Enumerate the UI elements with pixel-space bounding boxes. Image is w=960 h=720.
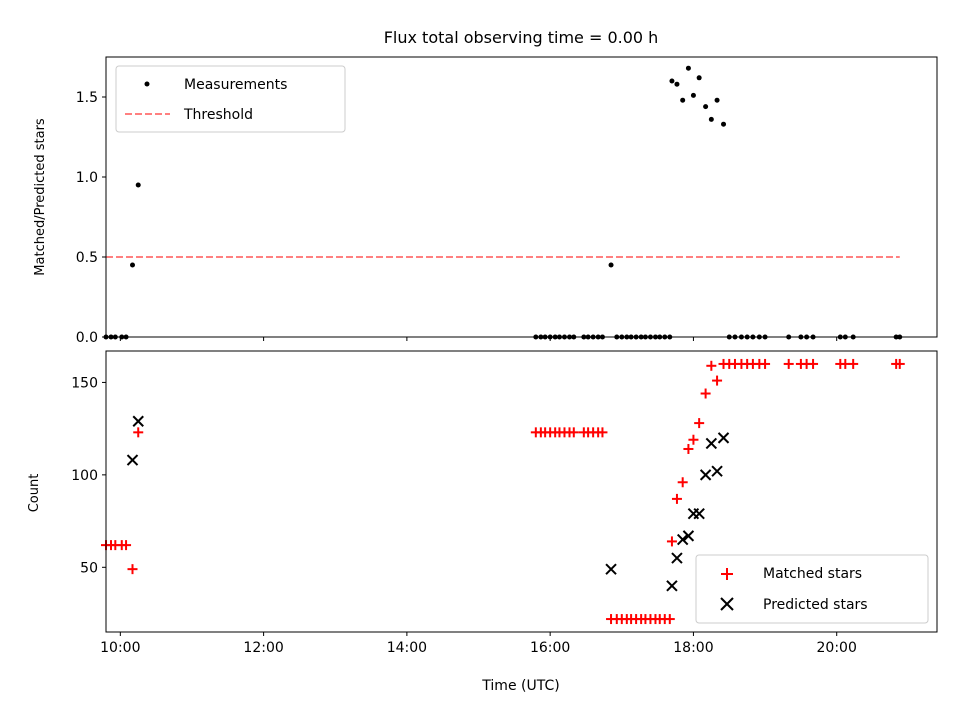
matched-stars-point xyxy=(666,536,677,547)
ytick-label-ratio: 0.0 xyxy=(76,330,98,346)
xtick-label-counts: 14:00 xyxy=(387,640,427,656)
matched-stars-point xyxy=(677,477,688,488)
ytick-label-ratio: 0.5 xyxy=(76,250,98,266)
legend-counts-box xyxy=(695,554,929,624)
predicted-stars-point xyxy=(132,415,144,427)
matched-stars-point xyxy=(568,427,579,438)
matched-stars-point xyxy=(700,388,711,399)
xtick-label-counts: 20:00 xyxy=(817,640,857,656)
matched-stars-point xyxy=(760,358,771,369)
matched-stars-point xyxy=(597,427,608,438)
measurements-point xyxy=(680,97,686,103)
predicted-stars-point xyxy=(126,454,139,466)
panel-counts-frame xyxy=(105,350,938,633)
predicted-stars-point xyxy=(717,432,730,444)
predicted-stars-point xyxy=(682,530,695,542)
ytick-label-ratio: 1.0 xyxy=(76,170,98,186)
predicted-stars-point xyxy=(605,563,617,575)
predicted-stars-point xyxy=(671,552,683,564)
measurements-point xyxy=(608,262,614,268)
matched-stars-point xyxy=(664,614,675,625)
ytick-label-ratio: 1.5 xyxy=(76,90,98,106)
measurements-point xyxy=(708,116,714,122)
matched-stars-point xyxy=(683,443,694,454)
predicted-stars-point xyxy=(705,437,718,450)
measurements-point xyxy=(703,104,709,110)
xtick-label-counts: 12:00 xyxy=(243,640,283,656)
panel-ratio-frame xyxy=(105,56,938,338)
ytick-label-counts: 50 xyxy=(80,560,98,576)
matched-stars-point xyxy=(712,375,723,386)
legend-ratio-box xyxy=(115,65,346,133)
panel-counts-xlabel: Time (UTC) xyxy=(481,678,559,694)
panel-ratio: 0.0 0.5 1.0 1.5 Matched/Predicted stars Mea… xyxy=(33,56,938,346)
figure-title: Flux total observing time = 0.00 h xyxy=(384,28,659,47)
legend-measurements-label: Measurements xyxy=(184,77,287,93)
matched-stars-point xyxy=(127,564,138,575)
legend-matched-label: Matched stars xyxy=(763,566,862,582)
matched-stars-point xyxy=(133,427,144,438)
legend-predicted-label: Predicted stars xyxy=(763,597,868,613)
xtick-label-counts: 10:00 xyxy=(100,640,140,656)
legend-predicted-swatch xyxy=(720,597,734,611)
matched-stars-point xyxy=(121,540,132,551)
panel-counts: 50 100 150 10:00 12:00 14:00 16:00 18:00 20:00 C… xyxy=(27,350,938,694)
matched-stars-point xyxy=(706,360,717,371)
matched-stars-point xyxy=(848,358,859,369)
matched-stars-point xyxy=(783,358,794,369)
matched-stars-point xyxy=(808,358,819,369)
predicted-stars-point xyxy=(676,533,689,546)
measurements-point xyxy=(690,92,696,98)
xtick-label-counts: 18:00 xyxy=(673,640,713,656)
panel-ratio-ylabel: Matched/Predicted stars xyxy=(33,118,48,276)
ytick-label-counts: 150 xyxy=(71,375,98,391)
matched-stars-point xyxy=(694,418,705,429)
measurements-point xyxy=(685,65,691,71)
panel-counts-ylabel: Count xyxy=(27,474,42,513)
legend-ratio: Measurements Threshold xyxy=(115,65,346,133)
ytick-label-counts: 100 xyxy=(71,468,98,484)
predicted-stars-point xyxy=(699,469,712,481)
xtick-label-counts: 16:00 xyxy=(530,640,570,656)
matched-stars-point xyxy=(894,358,905,369)
measurements-point xyxy=(130,262,136,268)
measurements-point xyxy=(714,97,720,103)
legend-matched-swatch xyxy=(721,568,733,580)
legend-threshold-label: Threshold xyxy=(183,107,253,123)
measurements-point xyxy=(669,78,675,84)
measurements-point xyxy=(135,182,141,188)
predicted-stars-point xyxy=(666,580,678,592)
matched-stars-point xyxy=(671,493,682,504)
legend-measurements-swatch xyxy=(144,81,150,87)
predicted-stars-point xyxy=(693,507,705,520)
measurements-point xyxy=(674,81,680,87)
predicted-stars-point xyxy=(711,465,723,477)
measurements-point xyxy=(721,121,727,127)
matched-stars-point xyxy=(688,434,699,445)
legend-counts: Matched stars Predicted stars xyxy=(695,554,929,624)
measurements-point xyxy=(696,75,702,81)
